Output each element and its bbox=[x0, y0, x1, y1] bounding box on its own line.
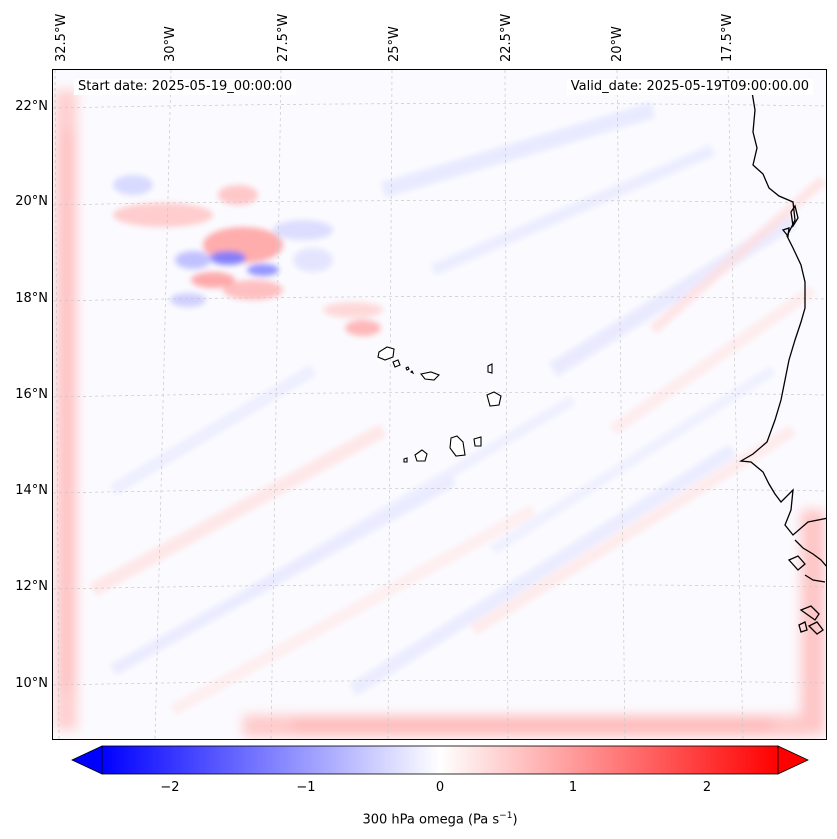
convective-cluster bbox=[113, 175, 383, 336]
colorbar-tick-minus-2: −2 bbox=[160, 780, 180, 795]
lat-label-22n: 22°N bbox=[15, 99, 48, 114]
colorbar-label-exponent: −1 bbox=[499, 811, 513, 821]
lat-label-14n: 14°N bbox=[15, 483, 48, 498]
lon-label-22-5w: 22.5°W bbox=[499, 13, 514, 62]
cabo-verde-islands bbox=[377, 346, 502, 463]
lon-label-25w: 25°W bbox=[387, 26, 402, 62]
omega-field-map bbox=[53, 70, 826, 739]
lat-label-16n: 16°N bbox=[15, 387, 48, 402]
colorbar-gradient bbox=[101, 745, 779, 775]
valid-date-label: Valid_date: 2025-05-19T09:00:00.00 bbox=[566, 79, 813, 95]
lon-label-32-5w: 32.5°W bbox=[54, 13, 69, 62]
lon-label-27-5w: 27.5°W bbox=[276, 13, 291, 62]
lat-label-20n: 20°N bbox=[15, 194, 48, 209]
lon-label-20w: 20°W bbox=[610, 26, 625, 62]
lon-label-17-5w: 17.5°W bbox=[720, 13, 735, 62]
boundary-relaxation-zone bbox=[55, 90, 825, 737]
graticule bbox=[53, 70, 826, 739]
lat-label-10n: 10°N bbox=[15, 676, 48, 691]
colorbar-tick-1: 1 bbox=[568, 780, 578, 795]
colorbar-label: 300 hPa omega (Pa s−1) bbox=[0, 808, 837, 828]
colorbar-extend-high-arrow bbox=[777, 745, 809, 775]
start-date-label: Start date: 2025-05-19_00:00:00 bbox=[74, 79, 297, 95]
colorbar-extend-low-arrow bbox=[71, 745, 103, 775]
african-coastline bbox=[738, 85, 826, 635]
map-frame bbox=[52, 69, 827, 740]
colorbar-tick-minus-1: −1 bbox=[296, 780, 316, 795]
colorbar bbox=[71, 745, 809, 775]
colorbar-label-suffix: ) bbox=[512, 812, 518, 828]
omega-streaks bbox=[89, 102, 826, 716]
colorbar-label-prefix: 300 hPa omega (Pa s bbox=[362, 812, 500, 828]
lat-label-12n: 12°N bbox=[15, 579, 48, 594]
lat-label-18n: 18°N bbox=[15, 291, 48, 306]
colorbar-tick-2: 2 bbox=[702, 780, 712, 795]
colorbar-tick-0: 0 bbox=[435, 780, 445, 795]
lon-label-30w: 30°W bbox=[163, 26, 178, 62]
